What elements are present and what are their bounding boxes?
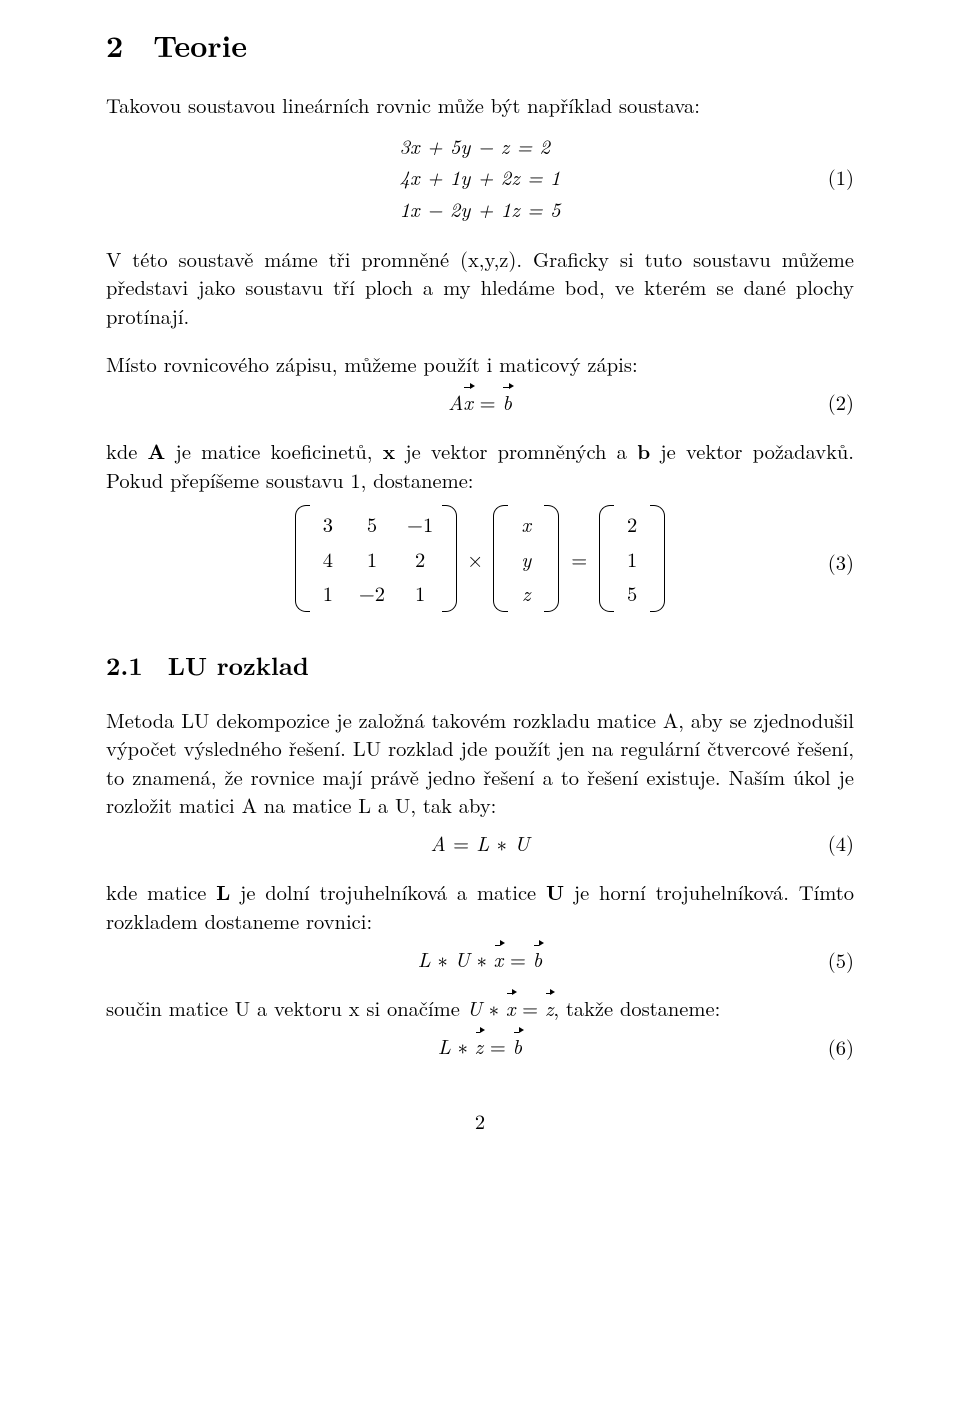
paragraph-4: kde A je matice koeficinetů, x je vektor… bbox=[106, 437, 854, 495]
page: 2 Teorie Takovou soustavou lineárních ro… bbox=[0, 0, 960, 1416]
p4-A: A bbox=[148, 437, 166, 466]
paragraph-7: součin matice U a vektoru x si onačíme U… bbox=[106, 994, 854, 1022]
x-2: z bbox=[517, 579, 535, 607]
paragraph-intro: Takovou soustavou lineárních rovnic může… bbox=[106, 91, 854, 119]
b-1: 1 bbox=[623, 545, 641, 573]
equation-2-body: Ax = b bbox=[448, 387, 512, 416]
A-2-0: 1 bbox=[319, 579, 337, 607]
p6-mid: je dolní trojuhelníková a matice bbox=[230, 877, 546, 906]
x-1: y bbox=[517, 545, 535, 573]
equation-5-tag: (5) bbox=[828, 946, 854, 974]
equation-5: L ∗ U ∗ x = b (5) bbox=[106, 945, 854, 974]
equation-1-system: 3x + 5y − z = 2 4x + 1y + 2z = 1 1x − 2y… bbox=[400, 130, 561, 225]
equation-4: A = L ∗ U (4) bbox=[106, 829, 854, 858]
p6-L: L bbox=[216, 878, 230, 907]
A-1-2: 2 bbox=[407, 545, 433, 573]
equation-6-tag: (6) bbox=[828, 1033, 854, 1061]
equation-2: Ax = b (2) bbox=[106, 388, 854, 417]
paragraph-5: Metoda LU dekompozice je založná takovém… bbox=[106, 706, 854, 819]
A-0-0: 3 bbox=[319, 510, 337, 538]
page-number: 2 bbox=[106, 1107, 854, 1135]
eq3-vector-x: x y z bbox=[493, 504, 559, 613]
p4-mid1: je matice koeficinetů, bbox=[165, 436, 382, 465]
eq1-row-1: 3x + 5y − z = 2 bbox=[400, 131, 551, 160]
x-0: x bbox=[517, 510, 535, 538]
equation-5-body: L ∗ U ∗ x = b bbox=[418, 944, 542, 973]
A-0-2: −1 bbox=[407, 510, 433, 538]
equation-4-tag: (4) bbox=[828, 829, 854, 857]
A-2-2: 1 bbox=[407, 579, 433, 607]
b-0: 2 bbox=[623, 510, 641, 538]
A-1-0: 4 bbox=[319, 545, 337, 573]
eq1-row-3: 1x − 2y + 1z = 5 bbox=[400, 194, 561, 223]
equation-1-tag: (1) bbox=[828, 163, 854, 191]
A-0-1: 5 bbox=[359, 510, 385, 538]
p4-b: b bbox=[637, 437, 650, 466]
p4-pre: kde bbox=[106, 436, 148, 465]
eq3-matrix-A: 35−1 412 1−21 bbox=[295, 504, 457, 613]
equation-3: 35−1 412 1−21 × x y z = 2 bbox=[106, 504, 854, 619]
equation-2-tag: (2) bbox=[828, 388, 854, 416]
p4-mid2: je vektor promněných a bbox=[395, 436, 637, 465]
A-1-1: 1 bbox=[359, 545, 385, 573]
equation-4-body: A = L ∗ U bbox=[431, 828, 530, 857]
eq3-vector-b: 2 1 5 bbox=[599, 504, 665, 613]
p6-pre: kde matice bbox=[106, 877, 216, 906]
p4-x: x bbox=[383, 437, 395, 466]
paragraph-6: kde matice L je dolní trojuhelníková a m… bbox=[106, 878, 854, 936]
eq3-times: × bbox=[467, 545, 483, 573]
equation-3-tag: (3) bbox=[828, 548, 854, 576]
eq1-row-2: 4x + 1y + 2z = 1 bbox=[400, 162, 561, 191]
A-2-1: −2 bbox=[359, 579, 385, 607]
eq3-equals: = bbox=[571, 545, 587, 573]
equation-6: L ∗ z = b (6) bbox=[106, 1032, 854, 1061]
subsection-heading: 2.1 LU rozklad bbox=[106, 649, 854, 684]
p6-U: U bbox=[546, 878, 564, 907]
equation-1: 3x + 5y − z = 2 4x + 1y + 2z = 1 1x − 2y… bbox=[106, 130, 854, 225]
equation-6-body: L ∗ z = b bbox=[438, 1031, 522, 1060]
b-2: 5 bbox=[623, 579, 641, 607]
paragraph-3: Místo rovnicového zápisu, můžeme použít … bbox=[106, 350, 854, 378]
paragraph-2: V této soustavě máme tři promněné (x,y,z… bbox=[106, 245, 854, 330]
section-heading: 2 Teorie bbox=[106, 24, 854, 65]
